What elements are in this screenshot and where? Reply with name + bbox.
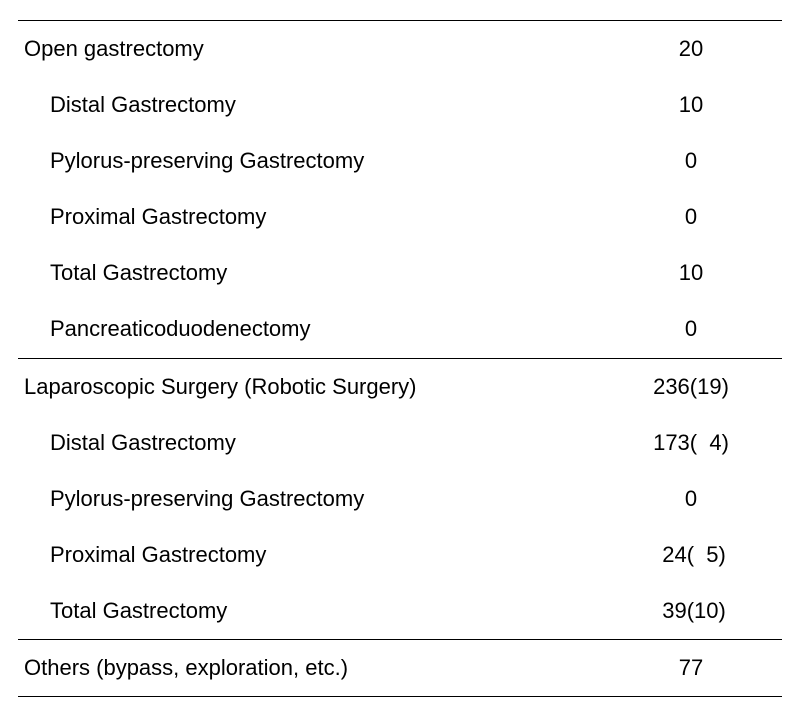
row-value: 173( 4) bbox=[606, 426, 776, 460]
table-row: Distal Gastrectomy 10 bbox=[18, 77, 782, 133]
row-value: 236(19) bbox=[606, 370, 776, 404]
table-row: Total Gastrectomy 39(10) bbox=[18, 583, 782, 640]
row-label: Proximal Gastrectomy bbox=[24, 200, 606, 234]
row-label: Total Gastrectomy bbox=[24, 256, 606, 290]
surgery-table: Open gastrectomy 20 Distal Gastrectomy 1… bbox=[18, 20, 782, 697]
row-label: Total Gastrectomy bbox=[24, 594, 606, 628]
row-value: 0 bbox=[606, 312, 776, 346]
row-label: Others (bypass, exploration, etc.) bbox=[24, 651, 606, 685]
row-value: 20 bbox=[606, 32, 776, 66]
row-value: 0 bbox=[606, 200, 776, 234]
table-row: Pylorus-preserving Gastrectomy 0 bbox=[18, 133, 782, 189]
table-row: Open gastrectomy 20 bbox=[18, 20, 782, 77]
row-label: Pylorus-preserving Gastrectomy bbox=[24, 144, 606, 178]
row-value: 24( 5) bbox=[606, 538, 776, 572]
row-value: 10 bbox=[606, 256, 776, 290]
table-row: Laparoscopic Surgery (Robotic Surgery) 2… bbox=[18, 359, 782, 415]
row-label: Pylorus-preserving Gastrectomy bbox=[24, 482, 606, 516]
row-label: Proximal Gastrectomy bbox=[24, 538, 606, 572]
table-row: Proximal Gastrectomy 24( 5) bbox=[18, 527, 782, 583]
row-label: Laparoscopic Surgery (Robotic Surgery) bbox=[24, 370, 606, 404]
table-row: Pancreaticoduodenectomy 0 bbox=[18, 301, 782, 358]
table-row: Proximal Gastrectomy 0 bbox=[18, 189, 782, 245]
row-label: Pancreaticoduodenectomy bbox=[24, 312, 606, 346]
row-label: Distal Gastrectomy bbox=[24, 426, 606, 460]
row-label: Distal Gastrectomy bbox=[24, 88, 606, 122]
table-row: Total Gastrectomy 10 bbox=[18, 245, 782, 301]
row-value: 77 bbox=[606, 651, 776, 685]
table-row: Distal Gastrectomy 173( 4) bbox=[18, 415, 782, 471]
table-row: Others (bypass, exploration, etc.) 77 bbox=[18, 640, 782, 697]
row-value: 39(10) bbox=[606, 594, 776, 628]
row-value: 10 bbox=[606, 88, 776, 122]
table-row: Pylorus-preserving Gastrectomy 0 bbox=[18, 471, 782, 527]
row-value: 0 bbox=[606, 482, 776, 516]
row-value: 0 bbox=[606, 144, 776, 178]
row-label: Open gastrectomy bbox=[24, 32, 606, 66]
